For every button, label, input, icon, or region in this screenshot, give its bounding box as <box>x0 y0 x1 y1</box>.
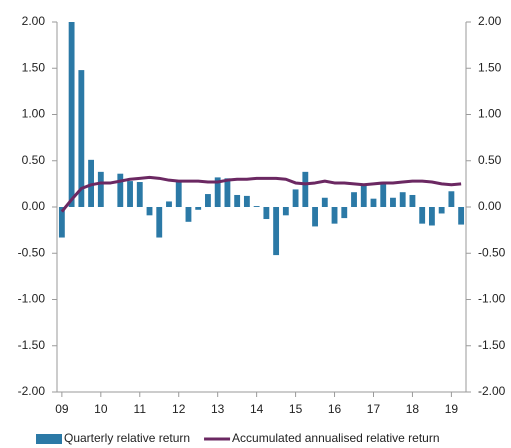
bar <box>78 70 85 207</box>
y2-tick-label: 1.50 <box>478 60 502 74</box>
bar <box>419 207 426 224</box>
bar <box>360 183 367 207</box>
bar <box>243 195 250 207</box>
bar <box>331 207 338 224</box>
y2-tick-label: 1.00 <box>478 107 502 121</box>
bar <box>390 197 396 207</box>
bar <box>97 171 104 207</box>
bar <box>351 192 357 207</box>
y2-tick-label: 0.50 <box>478 153 502 167</box>
x-tick-label: 10 <box>94 402 108 416</box>
bar <box>234 194 241 207</box>
bar <box>341 207 348 219</box>
x-tick-label: 14 <box>250 402 264 416</box>
y-tick-label: -2.00 <box>18 384 46 398</box>
bar <box>253 206 260 207</box>
legend-label: Accumulated annualised relative return <box>232 431 439 445</box>
bar <box>438 207 445 214</box>
bar <box>399 192 406 207</box>
bar <box>263 207 270 220</box>
bar <box>205 194 211 207</box>
bar <box>185 207 192 222</box>
bar <box>127 181 133 207</box>
bar <box>175 181 182 207</box>
bar <box>312 207 318 227</box>
y-tick-label: 1.50 <box>22 60 46 74</box>
y-tick-label: 1.00 <box>22 107 46 121</box>
x-tick-label: 11 <box>134 402 147 416</box>
bar <box>428 207 435 226</box>
legend-swatch <box>36 434 62 444</box>
y-tick-label: -0.50 <box>18 245 46 259</box>
x-tick-label: 17 <box>367 402 381 416</box>
bar <box>292 189 299 207</box>
legend-label: Quarterly relative return <box>64 431 190 445</box>
bar <box>409 194 416 207</box>
y2-tick-label: 2.00 <box>478 14 502 28</box>
bar <box>214 177 221 207</box>
bar <box>166 201 172 207</box>
bar <box>68 22 75 207</box>
bar <box>156 207 163 238</box>
x-tick-label: 15 <box>289 402 303 416</box>
bar <box>380 183 387 207</box>
bar <box>58 207 65 238</box>
y-tick-label: -1.00 <box>18 292 46 306</box>
bar <box>448 191 455 207</box>
bar <box>195 207 202 210</box>
y-tick-label: -1.50 <box>18 338 46 352</box>
bar <box>458 207 465 225</box>
y2-tick-label: -0.50 <box>478 245 506 259</box>
bar <box>146 207 153 216</box>
x-tick-label: 19 <box>445 402 459 416</box>
x-tick-label: 09 <box>55 402 69 416</box>
y2-tick-label: -2.00 <box>478 384 506 398</box>
x-tick-label: 18 <box>406 402 420 416</box>
line <box>60 175 462 213</box>
bar <box>273 207 280 256</box>
bar <box>224 178 231 207</box>
y-tick-label: 0.50 <box>22 153 46 167</box>
y-tick-label: 0.00 <box>22 199 46 213</box>
y2-tick-label: -1.00 <box>478 292 506 306</box>
y2-tick-label: -1.50 <box>478 338 506 352</box>
x-tick-label: 16 <box>328 402 342 416</box>
bar <box>302 171 309 207</box>
bar <box>370 198 377 207</box>
bar <box>321 197 328 207</box>
bar <box>136 182 143 207</box>
y2-tick-label: 0.00 <box>478 199 502 213</box>
x-tick-label: 12 <box>172 402 186 416</box>
y-tick-label: 2.00 <box>22 14 46 28</box>
bar <box>282 207 289 216</box>
x-tick-label: 13 <box>211 402 225 416</box>
bar <box>117 173 124 207</box>
